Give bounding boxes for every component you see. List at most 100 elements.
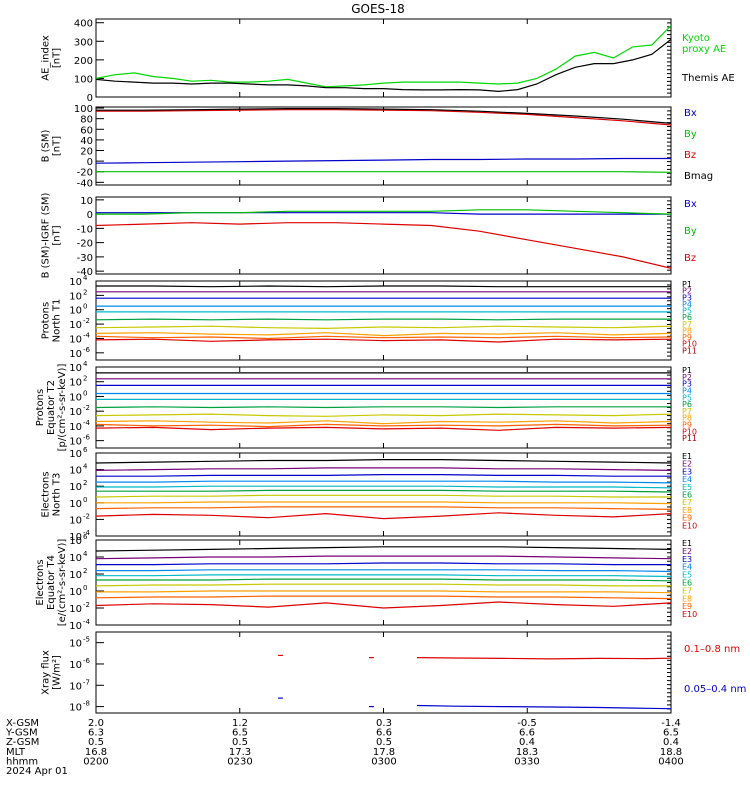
legend-label: E3 xyxy=(682,555,692,564)
series-line-E6 xyxy=(96,489,671,493)
series-line-Bx xyxy=(96,157,671,164)
series-line-P8 xyxy=(96,332,671,337)
y-tick-exponent: -5 xyxy=(83,636,90,644)
footer-row-label: hhmm xyxy=(6,756,38,767)
footer-value: 0.3 xyxy=(376,718,392,729)
y-axis-label: B (SM)-IGRF (SM) xyxy=(41,193,52,279)
series-line-E5 xyxy=(96,574,671,578)
y-tick-exponent: 4 xyxy=(83,360,88,368)
y-tick-label: 20 xyxy=(80,147,93,158)
y-tick-exponent: -2 xyxy=(83,317,90,325)
y-axis-label: Protons xyxy=(35,389,46,426)
y-tick-exponent: -7 xyxy=(83,678,90,686)
legend-label: P11 xyxy=(682,346,697,355)
panel-frame xyxy=(95,280,672,361)
y-axis-label: Equator T2 xyxy=(46,380,57,435)
series-line-0-05-0-4-nm xyxy=(416,704,671,710)
legend-label: 0.05–0.4 nm xyxy=(684,684,746,695)
y-tick-label: 10 xyxy=(69,407,82,418)
series-line-P6 xyxy=(96,406,671,409)
legend-label: E10 xyxy=(682,610,697,619)
y-tick-label: 10 xyxy=(69,587,82,598)
series-line-0-1-0-8-nm xyxy=(416,657,671,660)
orbit-footer: X-GSM 2.0 1.2 0.3 -0.5 -1.4 Y-GSM 6.3 6.5 6.6 6.6 6… xyxy=(5,718,684,767)
y-tick-label: 80 xyxy=(80,115,93,126)
y-tick-label: 200 xyxy=(74,56,93,67)
legend-label: P5 xyxy=(682,307,692,316)
y-tick-label: 10 xyxy=(80,196,93,207)
y-tick-label: 10 xyxy=(69,536,82,547)
footer-value: 0.5 xyxy=(376,737,392,748)
legend-label: By xyxy=(684,226,697,237)
y-tick-label: -30 xyxy=(77,253,93,264)
y-tick-label: 100 xyxy=(74,74,93,85)
legend-label: E3 xyxy=(682,467,692,476)
y-tick-label: 100 xyxy=(74,104,93,115)
y-tick-exponent: -6 xyxy=(83,346,91,354)
footer-value: 6.6 xyxy=(519,728,535,739)
series-line-E9 xyxy=(96,506,671,510)
y-tick-exponent: 4 xyxy=(83,274,88,282)
series-line-Bmag xyxy=(96,107,671,124)
series-group xyxy=(96,285,671,343)
footer-value: 0200 xyxy=(83,756,108,767)
footer-row-label: X-GSM xyxy=(6,718,39,729)
date-label: 2024 Apr 01 xyxy=(6,766,68,777)
series-group xyxy=(278,654,671,710)
panel-bsm_igrf: -40 -30 -20 -10 0 10 B (SM)-IGRF (SM) [nT] Bx By B… xyxy=(41,193,697,279)
series-group xyxy=(96,107,671,173)
y-tick-label: 10 xyxy=(69,499,82,510)
footer-value: 2.0 xyxy=(88,718,104,729)
y-tick-label: 10 xyxy=(69,320,82,331)
y-tick-exponent: 2 xyxy=(83,375,87,383)
legend-label: Bmag xyxy=(684,171,713,182)
series-group xyxy=(96,209,671,269)
y-tick-label: 10 xyxy=(69,306,82,317)
footer-value: 6.5 xyxy=(663,728,679,739)
footer-value: 1.2 xyxy=(232,718,248,729)
legend-label: E9 xyxy=(682,602,692,611)
y-axis-label: [nT] xyxy=(52,136,63,156)
y-tick-label: 10 xyxy=(69,449,82,460)
footer-value: 17.3 xyxy=(229,747,251,758)
y-tick-exponent: -4 xyxy=(83,529,91,537)
footer-value: 0400 xyxy=(658,756,683,767)
series-line-E7 xyxy=(96,494,671,498)
legend-label: P11 xyxy=(682,434,697,443)
y-tick-label: 300 xyxy=(74,37,93,48)
y-tick-label: -20 xyxy=(77,168,93,179)
y-tick-label: 10 xyxy=(69,437,82,448)
y-tick-exponent: -2 xyxy=(83,404,90,412)
legend-label: E10 xyxy=(682,521,697,530)
y-tick-exponent: 0 xyxy=(83,389,87,397)
y-axis-label: Xray flux xyxy=(41,650,52,695)
y-tick-exponent: -4 xyxy=(83,618,91,626)
footer-value: -0.5 xyxy=(517,718,537,729)
legend-label: P4 xyxy=(682,386,692,395)
footer-value: 6.3 xyxy=(88,728,104,739)
y-tick-label: -40 xyxy=(77,267,93,278)
series-line-Kyoto-proxy-AE xyxy=(96,25,671,88)
legend-label: E6 xyxy=(682,579,692,588)
series-line-E9 xyxy=(96,595,671,600)
y-tick-label: 10 xyxy=(69,422,82,433)
y-tick-label: 10 xyxy=(69,291,82,302)
legend-label: P2 xyxy=(682,287,692,296)
y-axis-label: Electrons xyxy=(41,471,52,517)
y-tick-label: 10 xyxy=(69,604,82,615)
series-line-E1 xyxy=(96,546,671,552)
legend-label: E8 xyxy=(682,506,692,515)
series-line-E3 xyxy=(96,474,671,477)
y-tick-label: 0 xyxy=(87,210,93,221)
legend-label: P10 xyxy=(682,427,697,436)
y-tick-label: 60 xyxy=(80,125,93,136)
legend-label: P9 xyxy=(682,333,692,342)
series-group xyxy=(96,372,671,431)
legend-label: P9 xyxy=(682,421,692,430)
legend-label: E8 xyxy=(682,594,692,603)
legend-label: P8 xyxy=(682,326,692,335)
